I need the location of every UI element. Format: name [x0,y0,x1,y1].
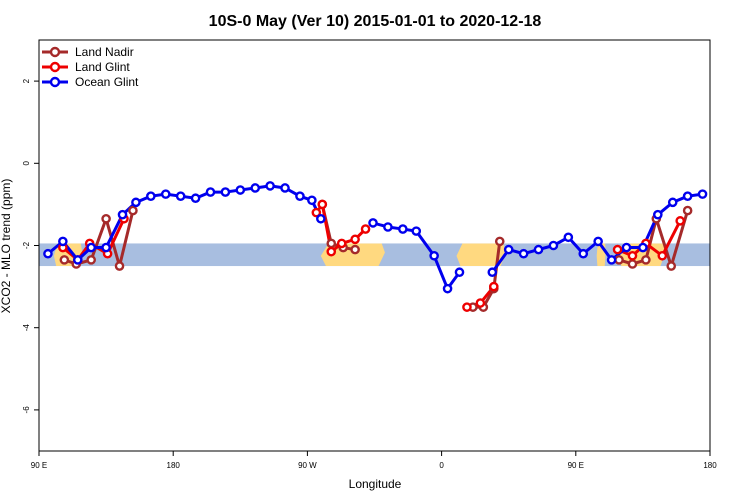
ocean-glint-point [518,248,529,259]
ocean-glint-point [72,255,83,265]
y-tick-label: -2 [22,241,31,249]
ocean-glint-point [429,250,439,261]
land-nadir-point [86,255,96,265]
land-nadir-point [666,261,677,271]
ocean-glint-point [101,242,111,253]
land-glint-point [336,238,347,249]
land-glint-point [657,250,668,261]
land-nadir-point [641,255,651,265]
legend-label: Land Glint [75,60,130,74]
ocean-glint-point [58,236,68,247]
ocean-glint-point [621,242,632,253]
land-nadir-point [494,236,505,247]
ocean-glint-point [250,183,261,193]
ocean-glint-point [442,283,453,294]
land-glint-point [350,234,360,245]
land-nadir-point [59,255,70,265]
ocean-glint-point [368,218,378,228]
land-glint-point [612,244,623,255]
ocean-glint-point [316,213,326,224]
land-glint-point [317,199,328,210]
ocean-glint-point [682,191,693,201]
land-patch [456,243,506,267]
ocean-glint-point [454,267,465,278]
y-tick-label: 2 [22,78,31,83]
land-nadir-point [682,205,693,216]
legend-swatch-marker [49,61,61,73]
legend-swatch-marker [49,76,61,88]
ocean-glint-point [117,209,128,220]
legend-item-land-nadir: Land Nadir [42,45,134,59]
y-tick-label: -4 [22,324,31,332]
ocean-glint-point [653,209,663,220]
x-tick-label: 0 [439,461,444,470]
y-tick-label: -6 [22,406,31,414]
land-nadir-point [101,213,111,224]
ocean-glint-point [265,181,275,191]
ocean-glint-point [383,222,393,232]
x-tick-label: 90 E [31,461,47,470]
legend-label: Ocean Glint [75,75,139,89]
ocean-glint-point [175,191,186,201]
ocean-glint-point [398,224,408,234]
ocean-glint-point [43,248,53,259]
chart-title: 10S-0 May (Ver 10) 2015-01-01 to 2020-12… [209,13,542,30]
ocean-glint-point [160,189,171,199]
land-glint-point [360,224,371,234]
legend-item-ocean-glint: Ocean Glint [42,75,139,89]
x-tick-label: 180 [703,461,717,470]
ocean-glint-point [235,185,246,195]
ocean-glint-point [220,187,231,197]
y-axis: 2 0 -2 -4 -6 [22,78,39,413]
land-nadir-point [614,255,624,265]
ocean-glint-point [533,244,544,255]
land-glint-point [675,216,685,226]
ocean-glint-point [205,187,216,197]
ocean-glint-point [638,242,648,253]
ocean-glint-point [295,191,305,201]
land-nadir-point [326,238,337,249]
ocean-glint-point [593,236,603,247]
land-glint-point [488,281,499,292]
land-glint-point [475,298,486,308]
land-nadir-point [114,261,125,271]
legend-label: Land Nadir [75,45,134,59]
ocean-glint-point [503,244,514,255]
x-tick-label: 180 [167,461,181,470]
x-axis: 90 E 180 90 W 0 90 E 180 [31,451,717,470]
y-tick-label: 0 [22,161,31,166]
x-tick-label: 90 E [568,461,584,470]
ocean-glint-point [563,232,574,243]
land-nadir-point [350,244,360,255]
ocean-glint-point [487,267,498,278]
legend-swatch-marker [49,46,61,58]
ocean-glint-point [697,189,708,199]
land-nadir-point [128,205,138,216]
y-axis-label: XCO2 - MLO trend (ppm) [0,179,13,314]
ocean-glint-point [190,193,201,204]
ocean-glint-point [411,226,422,236]
ocean-glint-point [146,191,156,201]
ocean-glint-point [307,195,317,206]
land-glint-point [311,207,322,218]
ocean-glint-point [578,248,589,259]
ocean-glint-point [86,242,96,253]
ocean-glint-point [548,240,559,251]
land-glint-point [627,250,638,261]
land-glint-point [326,246,337,257]
land-nadir-point [627,259,638,269]
ocean-glint-point [131,197,141,208]
x-axis-label: Longitude [349,477,402,491]
legend-item-land-glint: Land Glint [42,60,130,74]
ocean-glint-point [280,183,290,193]
series-points [43,181,708,312]
land-glint-point [462,302,472,312]
ocean-glint-point [667,197,678,208]
ocean-glint-point [606,255,617,265]
x-tick-label: 90 W [298,461,317,470]
